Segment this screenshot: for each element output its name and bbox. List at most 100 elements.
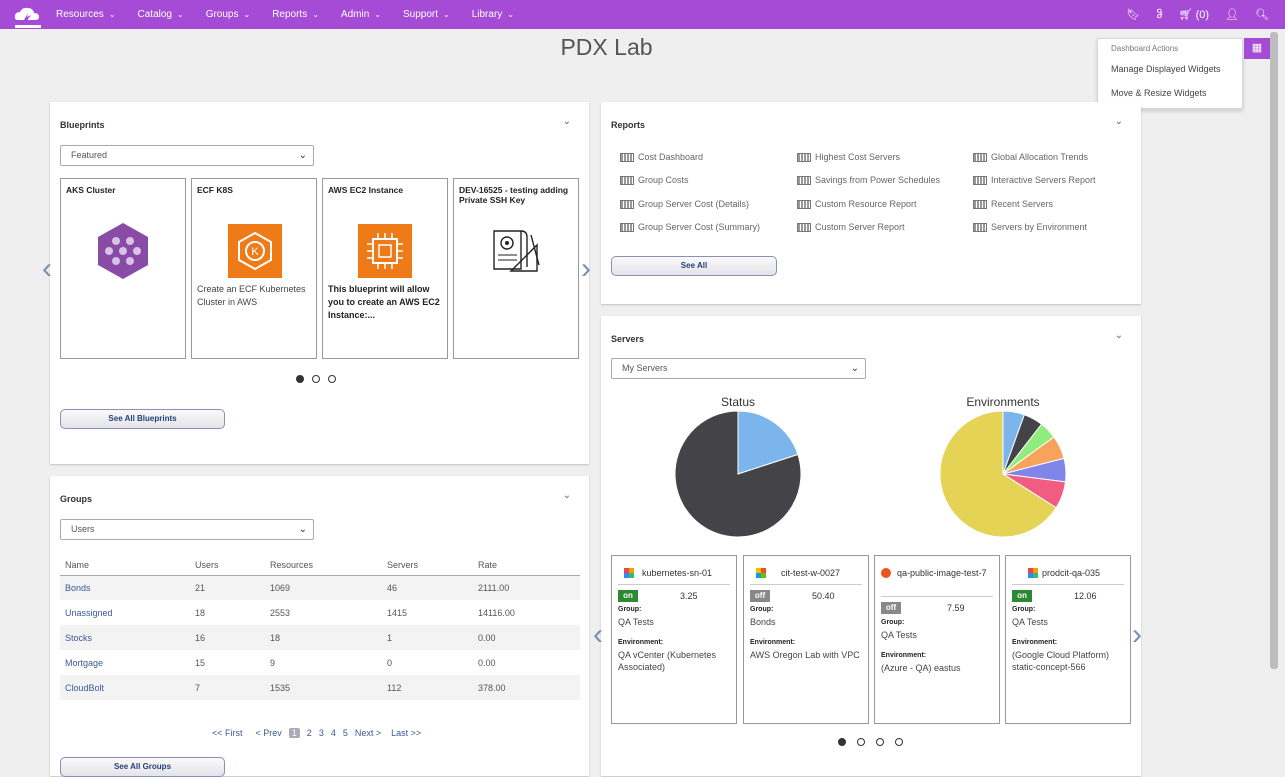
server-card[interactable]: kubernetes-sn-01 on 3.25 Group: QA Tests… [611, 555, 737, 724]
carousel-prev-arrow[interactable]: ‹ [42, 252, 52, 285]
bookmark-icon[interactable]: 🔖︎ [1126, 9, 1141, 21]
pager-page-current[interactable]: 1 [288, 728, 300, 738]
aks-hexagon-icon [98, 223, 148, 279]
pager-last[interactable]: Last >> [391, 728, 422, 738]
pie-slice[interactable] [939, 410, 1057, 538]
cell: 0 [387, 657, 393, 668]
pager-next[interactable]: Next > [354, 728, 382, 738]
power-status-badge: off [881, 602, 901, 614]
cloudbolt-logo[interactable] [14, 5, 40, 23]
carousel-dot[interactable] [838, 738, 846, 746]
collapse-chevron-icon[interactable]: ⌄ [1114, 330, 1123, 341]
group-value: QA Tests [1012, 617, 1048, 627]
divider [618, 584, 730, 585]
blueprint-card[interactable]: DEV-16525 - testing adding Private SSH K… [453, 178, 579, 359]
nav-groups[interactable]: Groups ⌄ [206, 9, 251, 20]
nav-reports[interactable]: Reports ⌄ [272, 9, 319, 20]
chevron-down-icon: ⌄ [298, 524, 307, 535]
server-card[interactable]: cit-test-w-0027 off 50.40 Group: Bonds E… [743, 555, 869, 724]
pager-page[interactable]: 4 [330, 728, 336, 738]
pie-slice[interactable] [674, 410, 802, 538]
report-link[interactable]: Cost Dashboard [620, 152, 703, 162]
nav-admin[interactable]: Admin ⌄ [341, 9, 381, 20]
group-name-link[interactable]: Mortgage [65, 657, 104, 668]
alerts-icon[interactable]: ჵ [1156, 9, 1163, 21]
report-link[interactable]: Highest Cost Servers [797, 152, 900, 162]
pager-page[interactable]: 3 [318, 728, 324, 738]
group-name-link[interactable]: Bonds [60, 575, 190, 600]
report-link[interactable]: Group Server Cost (Details) [620, 199, 749, 209]
group-name-link[interactable]: Unassigned [65, 607, 113, 618]
server-cost: 3.25 [680, 591, 698, 601]
dashboard-actions-button[interactable]: ▦ [1244, 38, 1270, 59]
blueprint-card[interactable]: ECF K8S K Create an ECF Kubernetes Clust… [191, 178, 317, 359]
pager-prev[interactable]: < Prev [255, 728, 282, 738]
carousel-next-arrow[interactable]: › [581, 252, 591, 285]
nav-library[interactable]: Library ⌄ [472, 9, 514, 20]
report-icon [973, 175, 987, 185]
cart-button[interactable]: 🛒︎ (0) [1179, 8, 1209, 21]
servers-filter-select[interactable]: My Servers ⌄ [611, 358, 866, 379]
pager-page[interactable]: 2 [306, 728, 312, 738]
collapse-chevron-icon[interactable]: ⌄ [1114, 116, 1123, 127]
carousel-prev-arrow[interactable]: ‹ [593, 618, 603, 651]
search-icon[interactable]: 🔍︎ [1255, 9, 1269, 21]
nav-support[interactable]: Support ⌄ [403, 9, 450, 20]
blueprints-filter-select[interactable]: Featured ⌄ [60, 145, 314, 166]
move-resize-widgets-item[interactable]: Move & Resize Widgets [1111, 88, 1207, 98]
carousel-dot[interactable] [328, 375, 336, 383]
column-header[interactable]: Name [60, 556, 190, 576]
see-all-reports-button[interactable]: See All [611, 256, 777, 276]
collapse-chevron-icon[interactable]: ⌄ [562, 116, 571, 127]
column-header[interactable]: Resources [265, 556, 382, 576]
report-link[interactable]: Custom Resource Report [797, 199, 917, 209]
page-scrollbar[interactable] [1270, 32, 1278, 669]
carousel-dot[interactable] [895, 738, 903, 746]
see-all-blueprints-button[interactable]: See All Blueprints [60, 409, 225, 429]
carousel-dot[interactable] [876, 738, 884, 746]
see-all-groups-button[interactable]: See All Groups [60, 757, 225, 777]
pie-slice[interactable] [737, 410, 799, 475]
report-icon [973, 199, 987, 209]
user-icon[interactable]: 👤︎ [1225, 9, 1240, 21]
nav-resources[interactable]: Resources ⌄ [56, 9, 116, 20]
table-row: Stocks 16 18 1 0.00 [60, 625, 580, 650]
pager-page[interactable]: 5 [342, 728, 348, 738]
group-name-link[interactable]: CloudBolt [60, 675, 190, 700]
report-label: Highest Cost Servers [815, 152, 901, 162]
carousel-dot[interactable] [857, 738, 865, 746]
chevron-down-icon: ⌄ [443, 10, 450, 19]
report-link[interactable]: Savings from Power Schedules [797, 175, 940, 185]
carousel-next-arrow[interactable]: › [1132, 618, 1142, 651]
column-header[interactable]: Servers [382, 556, 473, 576]
environment-value: QA vCenter (Kubernetes Associated) [618, 650, 717, 672]
nav-catalog[interactable]: Catalog ⌄ [138, 9, 184, 20]
report-link[interactable]: Custom Server Report [797, 222, 905, 232]
report-link[interactable]: Group Costs [620, 175, 689, 185]
carousel-dot[interactable] [296, 375, 304, 383]
groups-filter-select[interactable]: Users ⌄ [60, 519, 314, 540]
manage-widgets-item[interactable]: Manage Displayed Widgets [1111, 64, 1221, 74]
blueprint-card[interactable]: AKS Cluster [60, 178, 186, 359]
cell: 2553 [270, 607, 291, 618]
blueprint-card[interactable]: AWS EC2 Instance This blueprint will all… [322, 178, 448, 359]
status-pie-chart[interactable] [673, 409, 803, 539]
report-link[interactable]: Servers by Environment [973, 222, 1087, 232]
collapse-chevron-icon[interactable]: ⌄ [562, 490, 571, 501]
column-header[interactable]: Users [190, 556, 265, 576]
server-card[interactable]: qa-public-image-test-7 off 7.59 Group: Q… [874, 555, 1000, 724]
environments-pie-chart[interactable] [938, 409, 1068, 539]
report-link[interactable]: Recent Servers [973, 199, 1053, 209]
report-label: Custom Resource Report [815, 199, 917, 209]
pager-first[interactable]: << First [212, 728, 243, 738]
column-header[interactable]: Rate [473, 556, 580, 576]
chevron-down-icon: ⌄ [243, 10, 251, 19]
server-card[interactable]: prodcit-qa-035 on 12.06 Group: QA Tests … [1005, 555, 1131, 724]
report-link[interactable]: Global Allocation Trends [973, 152, 1088, 162]
cell: 378.00 [473, 675, 580, 700]
report-link[interactable]: Interactive Servers Report [973, 175, 1096, 185]
group-name-link[interactable]: Stocks [60, 625, 190, 650]
report-link[interactable]: Group Server Cost (Summary) [620, 222, 760, 232]
report-label: Savings from Power Schedules [815, 175, 941, 185]
carousel-dot[interactable] [312, 375, 320, 383]
